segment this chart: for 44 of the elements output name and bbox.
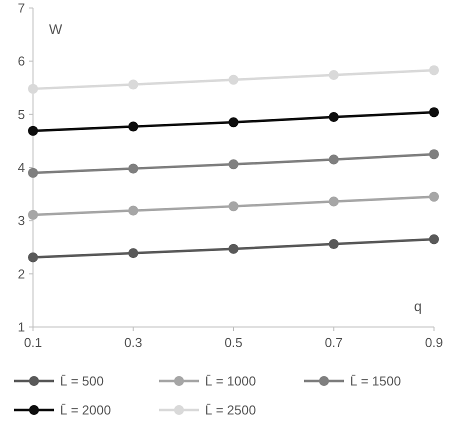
legend-label: L̄ = 500 xyxy=(60,374,104,389)
point xyxy=(28,168,38,178)
point xyxy=(328,70,339,80)
point xyxy=(28,210,38,220)
point xyxy=(328,112,339,122)
point xyxy=(228,117,238,128)
point xyxy=(429,107,439,118)
legend-label: L̄ = 1500 xyxy=(350,374,401,389)
x-tick-label: 0.1 xyxy=(24,335,42,350)
point xyxy=(128,248,138,258)
point xyxy=(328,239,339,250)
y-tick-label: 7 xyxy=(18,0,25,16)
y-tick-label: 5 xyxy=(18,106,25,122)
y-axis-title: W xyxy=(49,21,63,37)
legend-label: L̄ = 1000 xyxy=(205,374,256,389)
point xyxy=(429,149,439,160)
point xyxy=(228,74,238,85)
x-tick-label: 0.7 xyxy=(324,335,343,350)
x-tick-label: 0.3 xyxy=(124,335,142,350)
point xyxy=(28,84,38,94)
point xyxy=(128,206,138,216)
point xyxy=(228,244,238,254)
point xyxy=(328,196,339,207)
point xyxy=(28,252,38,262)
point xyxy=(429,192,439,202)
legend-label: L̄ = 2000 xyxy=(60,402,111,418)
y-tick-label: 3 xyxy=(18,213,25,228)
point xyxy=(28,126,38,136)
point xyxy=(328,154,339,165)
point xyxy=(128,122,138,132)
point xyxy=(228,159,238,170)
point xyxy=(128,164,138,174)
point xyxy=(429,234,439,244)
y-tick-label: 4 xyxy=(18,160,25,176)
legend-label: L̄ = 2500 xyxy=(205,402,256,418)
point xyxy=(128,80,138,90)
y-tick-label: 2 xyxy=(18,266,25,282)
point xyxy=(429,65,439,76)
x-axis-title: q xyxy=(414,298,422,314)
point xyxy=(228,201,238,212)
y-tick-label: 1 xyxy=(18,320,25,335)
x-tick-label: 0.5 xyxy=(224,335,243,350)
x-tick-label: 0.9 xyxy=(424,335,444,350)
y-tick-label: 6 xyxy=(18,54,25,69)
